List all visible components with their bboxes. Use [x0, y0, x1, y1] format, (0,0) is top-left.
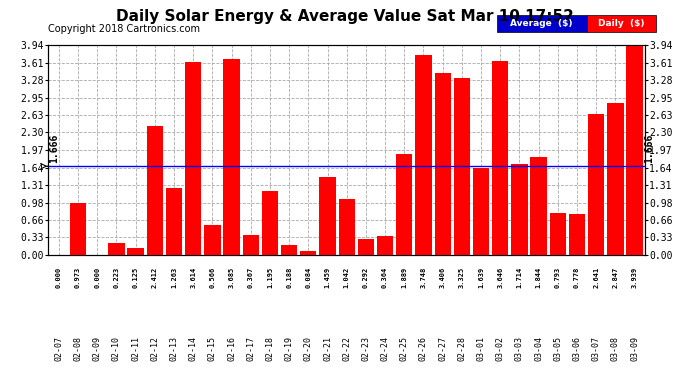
- Text: 3.325: 3.325: [459, 266, 465, 288]
- Text: 3.685: 3.685: [228, 266, 235, 288]
- Bar: [70, 203, 86, 255]
- Text: 02-26: 02-26: [419, 336, 428, 361]
- Bar: [166, 188, 182, 255]
- Text: 0.000: 0.000: [95, 266, 100, 288]
- Text: 02-08: 02-08: [74, 336, 83, 361]
- Text: 0.292: 0.292: [363, 266, 369, 288]
- Text: 03-07: 03-07: [592, 336, 601, 361]
- Bar: [339, 200, 355, 255]
- Text: 1.889: 1.889: [402, 266, 407, 288]
- Bar: [357, 239, 374, 255]
- Text: 0.367: 0.367: [248, 266, 254, 288]
- Text: 02-24: 02-24: [381, 336, 390, 361]
- Text: 03-06: 03-06: [573, 336, 582, 361]
- Text: 02-16: 02-16: [227, 336, 236, 361]
- Text: 03-05: 03-05: [553, 336, 562, 361]
- Text: 2.412: 2.412: [152, 266, 158, 288]
- Text: 0.188: 0.188: [286, 266, 292, 288]
- Text: 1.042: 1.042: [344, 266, 350, 288]
- Text: 2.641: 2.641: [593, 266, 599, 288]
- Text: 02-27: 02-27: [438, 336, 447, 361]
- Bar: [300, 251, 317, 255]
- Text: 1.263: 1.263: [171, 266, 177, 288]
- Text: 02-12: 02-12: [150, 336, 159, 361]
- Bar: [492, 61, 509, 255]
- Text: 02-11: 02-11: [131, 336, 140, 361]
- Text: 02-07: 02-07: [55, 336, 63, 361]
- Text: 03-03: 03-03: [515, 336, 524, 361]
- Bar: [454, 78, 470, 255]
- Bar: [473, 168, 489, 255]
- Bar: [281, 245, 297, 255]
- Text: 02-10: 02-10: [112, 336, 121, 361]
- Text: 02-15: 02-15: [208, 336, 217, 361]
- Text: 1.666: 1.666: [644, 134, 654, 163]
- Text: 0.566: 0.566: [209, 266, 215, 288]
- Text: 3.614: 3.614: [190, 266, 196, 288]
- Text: 0.223: 0.223: [113, 266, 119, 288]
- Bar: [531, 157, 546, 255]
- Bar: [550, 213, 566, 255]
- Text: 1.459: 1.459: [324, 266, 331, 288]
- Text: 02-14: 02-14: [188, 336, 198, 361]
- Text: 1.714: 1.714: [516, 266, 522, 288]
- Text: 3.646: 3.646: [497, 266, 503, 288]
- Bar: [224, 58, 239, 255]
- Bar: [569, 213, 585, 255]
- Bar: [147, 126, 163, 255]
- Text: 02-20: 02-20: [304, 336, 313, 361]
- Bar: [627, 45, 643, 255]
- Text: 02-25: 02-25: [400, 336, 408, 361]
- Text: 0.084: 0.084: [306, 266, 311, 288]
- Text: Copyright 2018 Cartronics.com: Copyright 2018 Cartronics.com: [48, 24, 200, 34]
- Text: 0.793: 0.793: [555, 266, 561, 288]
- Bar: [128, 248, 144, 255]
- Bar: [185, 62, 201, 255]
- Text: 3.748: 3.748: [420, 266, 426, 288]
- Bar: [396, 154, 413, 255]
- Text: 0.000: 0.000: [56, 266, 62, 288]
- Bar: [243, 236, 259, 255]
- Text: 0.125: 0.125: [132, 266, 139, 288]
- Text: 02-23: 02-23: [362, 336, 371, 361]
- Text: 03-02: 03-02: [495, 336, 505, 361]
- Text: 2.847: 2.847: [613, 266, 618, 288]
- Text: 1.844: 1.844: [535, 266, 542, 288]
- Text: 0.973: 0.973: [75, 266, 81, 288]
- Text: 1.639: 1.639: [478, 266, 484, 288]
- Bar: [588, 114, 604, 255]
- Text: 03-09: 03-09: [630, 336, 639, 361]
- Text: 03-01: 03-01: [477, 336, 486, 361]
- Bar: [262, 191, 278, 255]
- Text: 02-28: 02-28: [457, 336, 466, 361]
- Bar: [607, 103, 624, 255]
- Text: 0.364: 0.364: [382, 266, 388, 288]
- Bar: [415, 55, 432, 255]
- Text: 0.778: 0.778: [574, 266, 580, 288]
- Text: 3.939: 3.939: [631, 266, 638, 288]
- Text: Average  ($): Average ($): [511, 19, 573, 28]
- Text: Daily  ($): Daily ($): [598, 19, 644, 28]
- Text: 02-17: 02-17: [246, 336, 255, 361]
- Text: 1.195: 1.195: [267, 266, 273, 288]
- Text: Daily Solar Energy & Average Value Sat Mar 10 17:52: Daily Solar Energy & Average Value Sat M…: [116, 9, 574, 24]
- Text: 02-18: 02-18: [266, 336, 275, 361]
- Text: 02-21: 02-21: [323, 336, 332, 361]
- Bar: [108, 243, 125, 255]
- Text: 03-08: 03-08: [611, 336, 620, 361]
- Text: 02-13: 02-13: [170, 336, 179, 361]
- Text: 02-19: 02-19: [285, 336, 294, 361]
- Bar: [435, 74, 451, 255]
- Text: 03-04: 03-04: [534, 336, 543, 361]
- Bar: [204, 225, 221, 255]
- Bar: [377, 236, 393, 255]
- Text: 02-09: 02-09: [92, 336, 101, 361]
- Bar: [511, 164, 528, 255]
- Bar: [319, 177, 336, 255]
- Text: 1.666: 1.666: [49, 134, 59, 163]
- Text: 02-22: 02-22: [342, 336, 351, 361]
- Text: 3.406: 3.406: [440, 266, 446, 288]
